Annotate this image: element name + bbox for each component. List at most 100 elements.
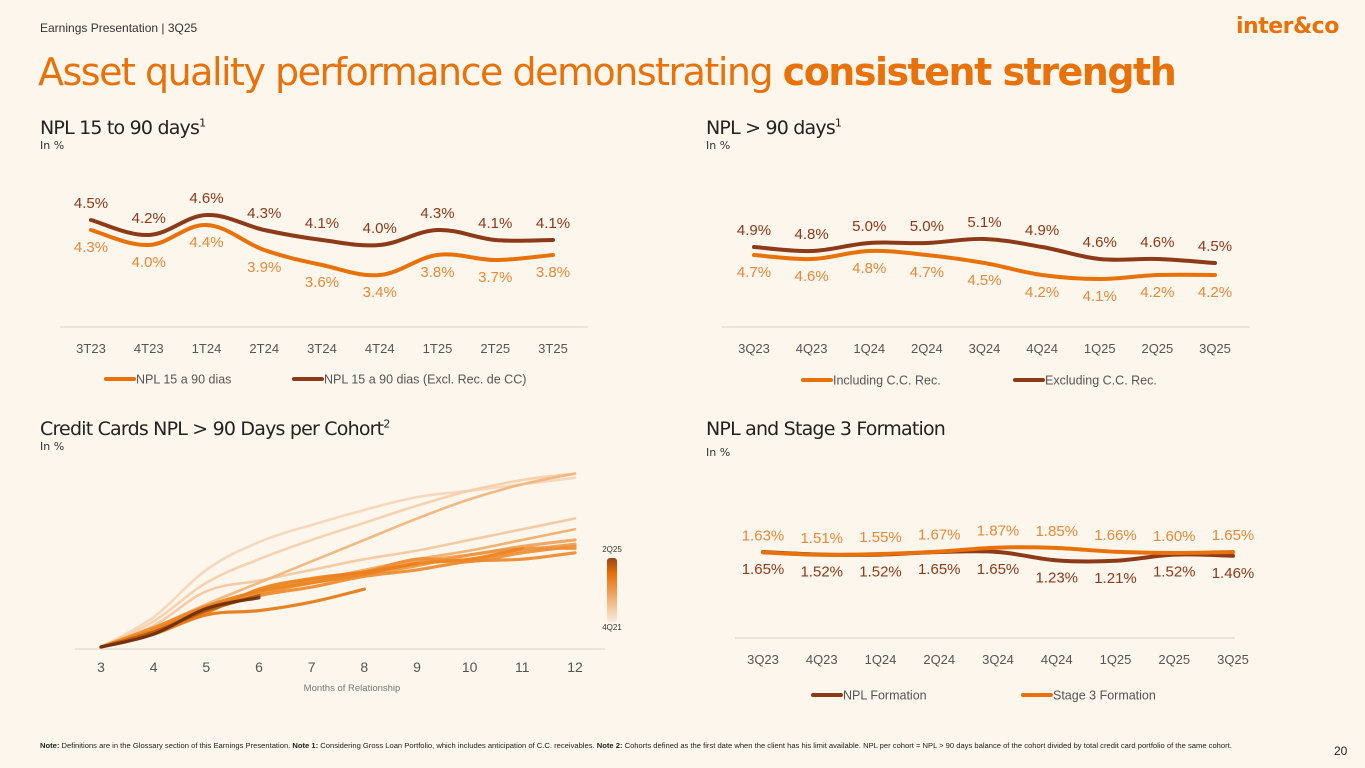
data-label: 1.51% [800, 530, 843, 547]
legend-label: Stage 3 Formation [1053, 689, 1156, 703]
x-tick-label: 2Q25 [1158, 652, 1190, 667]
cohort-line-2q25 [99, 596, 261, 649]
series-line-2 [761, 545, 1235, 557]
inter-co-logo: inter&co [1236, 14, 1339, 39]
x-tick-label: 4Q23 [806, 652, 838, 667]
legend-label: Including C.C. Rec. [833, 374, 941, 388]
x-tick-label: 5 [202, 659, 210, 675]
color-bar-bottom-label: 4Q21 [602, 623, 622, 632]
x-tick-label: 11 [515, 659, 530, 675]
x-tick-label: 4Q24 [1026, 341, 1058, 356]
data-label: 5.0% [910, 218, 944, 235]
data-label: 4.0% [363, 220, 397, 237]
data-label: 4.7% [737, 264, 771, 281]
page-title: Asset quality performance demonstrating … [38, 50, 1177, 94]
data-label: 4.2% [132, 210, 166, 227]
x-tick-label: 1Q24 [853, 341, 885, 356]
data-label: 3.4% [363, 284, 397, 301]
data-label: 1.21% [1094, 570, 1137, 587]
x-tick-label: 3Q25 [1199, 341, 1231, 356]
data-label: 1.23% [1035, 569, 1078, 586]
x-tick-label: 1T25 [423, 341, 453, 356]
chart-formation: 3Q23 4Q23 1Q24 2Q24 3Q24 4Q24 1Q25 2Q25 3Q25 1.65… [735, 523, 1254, 703]
footnote-label: Note 1: [292, 741, 319, 750]
x-tick-label: 3Q24 [969, 341, 1001, 356]
data-label: 4.6% [1083, 234, 1117, 251]
x-axis-title: Months of Relationship [304, 683, 401, 694]
x-tick-label: 1Q24 [865, 652, 897, 667]
data-label: 1.55% [859, 529, 902, 546]
x-tick-label: 3 [97, 659, 105, 675]
x-tick-label: 3Q25 [1217, 652, 1249, 667]
cohort-color-bar [607, 558, 617, 622]
x-tick-label: 4Q24 [1041, 652, 1073, 667]
legend-label: Excluding C.C. Rec. [1045, 374, 1157, 388]
series-line-2 [89, 212, 555, 248]
x-tick-label: 4T23 [134, 341, 164, 356]
x-tick-label: 3Q23 [747, 652, 779, 667]
page-title-regular: Asset quality performance demonstrating [38, 50, 783, 94]
footnote-label: Note 2: [596, 741, 623, 750]
data-label: 4.9% [737, 222, 771, 239]
x-tick-label: 12 [567, 659, 583, 675]
footnote-label: Note: [40, 741, 60, 750]
x-tick-label: 3Q23 [738, 341, 770, 356]
legend-label: NPL 15 a 90 dias (Excl. Rec. de CC) [324, 373, 526, 387]
data-label: 1.65% [977, 561, 1020, 578]
data-label: 4.5% [1198, 238, 1232, 255]
panel-title-cohort: Credit Cards NPL > 90 Days per Cohort2 [40, 418, 390, 440]
panel-title-npl-90: NPL > 90 days1 [706, 116, 842, 139]
x-tick-label: 9 [413, 659, 421, 675]
data-label: 3.7% [478, 269, 512, 286]
footnote-ref: 2 [383, 417, 390, 431]
panel-unit-npl-15-90: In % [40, 139, 65, 152]
footnote-text: Cohorts defined as the first date when t… [622, 741, 1232, 750]
data-label: 1.65% [742, 561, 785, 578]
data-label: 4.2% [1198, 284, 1232, 301]
data-label: 5.1% [967, 214, 1001, 231]
data-label: 5.0% [852, 218, 886, 235]
data-label: 4.6% [795, 268, 829, 285]
data-label: 1.85% [1035, 523, 1078, 540]
x-tick-label: 1T24 [192, 341, 222, 356]
x-tick-label: 8 [360, 659, 368, 675]
panel-title-text: NPL > 90 days [706, 117, 836, 139]
cohort-line-4q21 [99, 476, 577, 649]
panel-title-formation: NPL and Stage 3 Formation [706, 418, 946, 440]
x-tick-label: 1Q25 [1084, 341, 1116, 356]
data-label: 1.60% [1153, 528, 1196, 545]
data-label: 1.52% [859, 564, 902, 581]
data-label: 4.3% [247, 205, 281, 222]
page-title-bold: consistent strength [782, 50, 1177, 94]
x-tick-label: 3Q24 [982, 652, 1014, 667]
data-label: 4.8% [852, 260, 886, 277]
page-number: 20 [1334, 744, 1348, 758]
data-label: 3.9% [247, 259, 281, 276]
data-label: 4.7% [910, 264, 944, 281]
data-label: 4.5% [967, 272, 1001, 289]
footnote-ref: 1 [199, 116, 206, 130]
panel-unit-cohort: In % [40, 440, 65, 453]
cohort-line-2q24 [99, 546, 524, 649]
data-label: 3.8% [420, 264, 454, 281]
data-label: 4.6% [1140, 234, 1174, 251]
data-label: 1.52% [1153, 564, 1196, 581]
x-tick-label: 4T24 [365, 341, 395, 356]
chart-npl-90: 3Q23 4Q23 1Q24 2Q24 3Q24 4Q24 1Q25 2Q25 3Q25 4.7%… [722, 214, 1250, 388]
cohort-line-1q22 [99, 472, 577, 649]
panel-title-text: NPL 15 to 90 days [40, 117, 200, 139]
footnote-text: Considering Gross Loan Portfolio, which … [318, 741, 597, 750]
data-label: 1.63% [742, 527, 785, 544]
cohort-line-4q22 [99, 527, 577, 649]
series-line-1 [89, 222, 555, 278]
data-label: 4.6% [189, 190, 223, 207]
data-label: 4.1% [1083, 288, 1117, 305]
x-tick-label: 2Q24 [911, 341, 943, 356]
x-tick-label: 2Q24 [923, 652, 955, 667]
footnote: Note: Definitions are in the Glossary se… [40, 741, 1330, 751]
x-tick-label: 3T25 [538, 341, 568, 356]
footnote-text: Definitions are in the Glossary section … [59, 741, 293, 750]
presentation-header-label: Earnings Presentation | 3Q25 [40, 21, 198, 35]
data-label: 4.1% [536, 215, 570, 232]
footnote-ref: 1 [834, 116, 842, 130]
